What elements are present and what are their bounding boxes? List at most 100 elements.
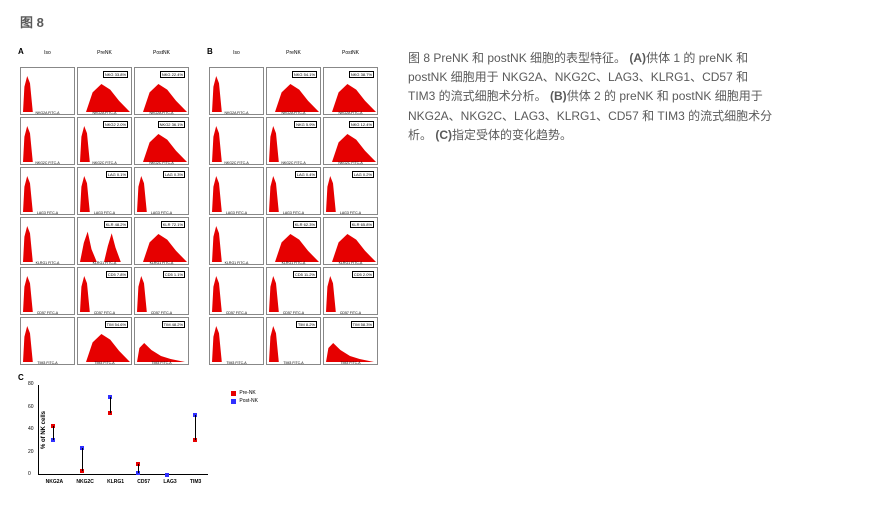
panel-C: C % of NK cells NKG2ANKG2CKLRG1CD57LAG3T… (20, 375, 378, 475)
axis-label: KLRG1 FITC-A (225, 261, 249, 265)
histogram-cell: LAG 0.2%LAG3 FITC-A (323, 167, 378, 215)
histogram-peak (332, 234, 376, 262)
panel-C-xlabels: NKG2ANKG2CKLRG1CD57LAG3TIM3 (39, 479, 208, 485)
column-header: Iso (20, 49, 75, 57)
histogram-cell: NKG2A FITC-A (20, 67, 75, 115)
figure-panels: A IsoPreNKPostNK NKG2A FITC-ANKG 33.8%NK… (20, 49, 378, 475)
histogram-peak (137, 342, 185, 362)
axis-label: CD57 FITC-A (340, 311, 361, 315)
axis-label: NKG2A FITC-A (339, 111, 363, 115)
panel-A: A IsoPreNKPostNK NKG2A FITC-ANKG 33.8%NK… (20, 49, 189, 365)
histogram-cell: LAG3 FITC-A (20, 167, 75, 215)
gate-label: LAG 0.2% (352, 171, 374, 178)
histogram-peak (137, 276, 151, 312)
connector-line (138, 464, 139, 473)
x-category: TIM3 (190, 479, 201, 485)
gate-label: CD5 2.0% (352, 271, 374, 278)
axis-label: NKG2C FITC-A (35, 161, 59, 165)
axis-label: NKG2A FITC-A (150, 111, 174, 115)
panel-B-grid: NKG2A FITC-ANKG 54.1%NKG2A FITC-ANKG 38.… (209, 67, 378, 365)
histogram-cell: CD5 1.1%CD57 FITC-A (134, 267, 189, 315)
axis-label: LAG3 FITC-A (151, 211, 172, 215)
column-header: PreNK (266, 49, 321, 57)
histogram-cell: CD5 2.0% CD57 FITC-A (323, 267, 378, 315)
histogram-cell: CD5 7.8% CD57 FITC-A (77, 267, 132, 315)
panel-A-grid: NKG2A FITC-ANKG 33.8%NKG2A FITC-ANKG 22.… (20, 67, 189, 365)
y-tick: 20 (28, 449, 34, 455)
gate-label: NKG 5.9% (294, 121, 317, 128)
legend-label: Post-NK (239, 398, 258, 404)
axis-label: KLRG1 FITC-A (93, 261, 117, 265)
axis-label: NKG2C FITC-A (281, 161, 305, 165)
histogram-peak (80, 230, 128, 262)
histogram-cell: NKG 54.1%NKG2A FITC-A (266, 67, 321, 115)
x-category: NKG2C (76, 479, 94, 485)
histogram-peak (80, 276, 94, 312)
axis-label: TIM3 FITC-A (151, 361, 171, 365)
histogram-peak (23, 276, 37, 312)
axis-label: NKG2A FITC-A (36, 111, 60, 115)
histogram-peak (23, 326, 37, 362)
histogram-cell: KLR 72.1%KLRG1 FITC-A (134, 217, 189, 265)
connector-line (82, 448, 83, 471)
figure-header: 图 8 (20, 12, 873, 31)
axis-label: NKG2C FITC-A (224, 161, 248, 165)
caption-a-label: (A) (629, 51, 646, 65)
histogram-peak (23, 176, 37, 212)
histogram-peak (326, 176, 340, 212)
histogram-cell: NKG2A FITC-A (209, 67, 264, 115)
histogram-cell: LAG 0.3% LAG3 FITC-A (134, 167, 189, 215)
histogram-peak (137, 176, 151, 212)
panel-C-label: C (18, 373, 24, 382)
axis-label: CD57 FITC-A (226, 311, 247, 315)
panel-A-col-headers: IsoPreNKPostNK (20, 49, 189, 57)
y-tick: 60 (28, 404, 34, 410)
histogram-peak (212, 126, 226, 162)
histogram-peak (212, 176, 226, 212)
gate-label: LAG 0.3% (163, 171, 185, 178)
axis-label: NKG2C FITC-A (149, 161, 173, 165)
histogram-cell: TIM 8.2%TIM3 FITC-A (266, 317, 321, 365)
histogram-peak (212, 76, 226, 112)
y-tick: 40 (28, 426, 34, 432)
gate-label: KLR 62.3% (293, 221, 317, 228)
histogram-cell: NKG 12.4%NKG2C FITC-A (323, 117, 378, 165)
axis-label: LAG3 FITC-A (94, 211, 115, 215)
panel-B: B IsoPreNKPostNK NKG2A FITC-ANKG 54.1%NK… (209, 49, 378, 365)
histogram-peak (212, 326, 226, 362)
histogram-cell: CD5 11.2%CD57 FITC-A (266, 267, 321, 315)
histogram-cell: CD57 FITC-A (209, 267, 264, 315)
axis-label: KLRG1 FITC-A (282, 261, 306, 265)
panel-C-chart: % of NK cells NKG2ANKG2CKLRG1CD57LAG3TIM… (38, 385, 208, 475)
gate-label: KLR 65.8% (350, 221, 374, 228)
axis-label: TIM3 FITC-A (94, 361, 114, 365)
gate-label: CD5 7.8% (106, 271, 128, 278)
histogram-cell: LAG 0.1%LAG3 FITC-A (77, 167, 132, 215)
axis-label: NKG2C FITC-A (92, 161, 116, 165)
axis-label: CD57 FITC-A (94, 311, 115, 315)
histogram-peak (332, 134, 376, 162)
histogram-cell: NKG2 2.0% NKG2C FITC-A (77, 117, 132, 165)
gate-label: NKG2 36.1% (158, 121, 185, 128)
gate-label: NKG 33.8% (103, 71, 128, 78)
column-header: PostNK (134, 49, 189, 57)
legend-marker (231, 399, 236, 404)
histogram-peak (80, 176, 94, 212)
axis-label: TIM3 FITC-A (340, 361, 360, 365)
axis-label: TIM3 FITC-A (37, 361, 57, 365)
caption-c-text: 指定受体的变化趋势。 (452, 128, 572, 142)
x-category: NKG2A (46, 479, 64, 485)
panel-C-ylabel: % of NK cells (41, 410, 47, 448)
histogram-cell: NKG 22.4%NKG2A FITC-A (134, 67, 189, 115)
histogram-cell: TIM3 FITC-A (20, 317, 75, 365)
histogram-peak (269, 326, 283, 362)
connector-line (53, 426, 54, 441)
gate-label: NKG2 2.0% (103, 121, 128, 128)
gate-label: TIM 8.2% (296, 321, 317, 328)
histogram-cell: NKG 38.7%NKG2A FITC-A (323, 67, 378, 115)
gate-label: CD5 11.2% (293, 271, 317, 278)
caption-prefix: 图 8 PreNK 和 postNK 细胞的表型特征。 (408, 51, 626, 65)
histogram-peak (269, 126, 283, 162)
histogram-peak (143, 84, 187, 112)
histogram-peak (143, 134, 187, 162)
